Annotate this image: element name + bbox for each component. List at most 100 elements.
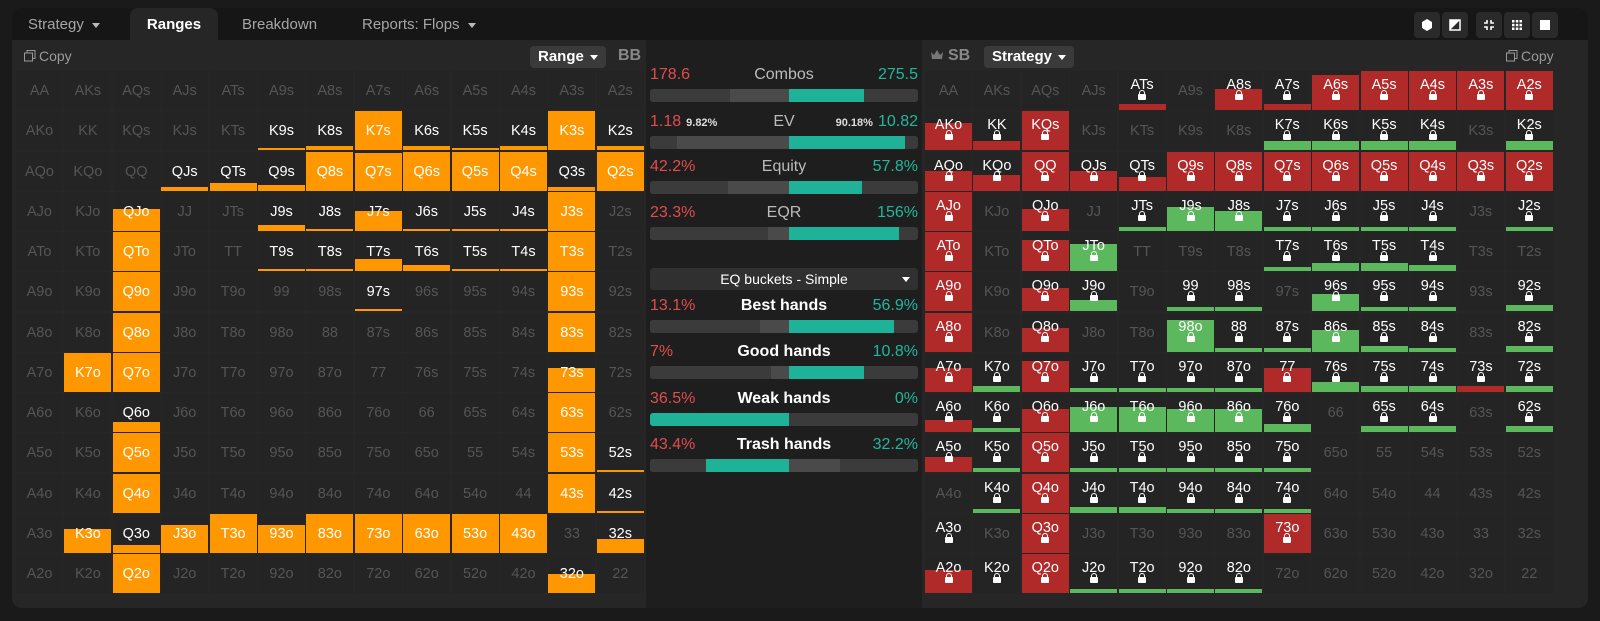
- hand-cell[interactable]: 88: [1215, 312, 1263, 352]
- hand-cell[interactable]: T8o: [209, 312, 257, 352]
- hand-cell[interactable]: 92s: [596, 272, 644, 312]
- hand-cell[interactable]: A4o: [16, 473, 63, 513]
- hand-cell[interactable]: T2s: [1505, 232, 1553, 271]
- hand-cell[interactable]: 84o: [1215, 473, 1263, 513]
- hand-cell[interactable]: A2s: [596, 71, 644, 110]
- hand-cell[interactable]: K7o: [64, 352, 112, 392]
- hand-cell[interactable]: T6s: [403, 232, 451, 271]
- hand-cell[interactable]: 84s: [1409, 312, 1456, 352]
- hand-cell[interactable]: KK: [973, 111, 1021, 151]
- hand-cell[interactable]: 95s: [1360, 272, 1408, 312]
- hand-cell[interactable]: T2o: [1118, 554, 1166, 593]
- hand-cell[interactable]: Q9s: [258, 151, 305, 191]
- hand-cell[interactable]: 43s: [548, 473, 596, 513]
- hand-cell[interactable]: KJs: [1070, 111, 1118, 151]
- hand-cell[interactable]: T6o: [1118, 393, 1166, 432]
- hand-cell[interactable]: AQs: [112, 71, 160, 110]
- hand-cell[interactable]: 98o: [1167, 312, 1214, 352]
- hand-cell[interactable]: 63s: [1457, 393, 1505, 432]
- hand-cell[interactable]: 94o: [1167, 473, 1214, 513]
- hand-cell[interactable]: 65o: [1312, 433, 1360, 473]
- hand-cell[interactable]: 54s: [1409, 433, 1456, 473]
- hand-cell[interactable]: Q8o: [112, 312, 160, 352]
- hand-cell[interactable]: A9o: [16, 272, 63, 312]
- hand-cell[interactable]: T6s: [1312, 232, 1360, 271]
- hand-cell[interactable]: 52s: [596, 433, 644, 473]
- hand-cell[interactable]: 62s: [596, 393, 644, 432]
- hand-cell[interactable]: 76s: [403, 352, 451, 392]
- hand-cell[interactable]: J5o: [161, 433, 209, 473]
- hand-cell[interactable]: 93o: [1167, 513, 1214, 553]
- hand-cell[interactable]: QTs: [1118, 151, 1166, 191]
- hand-cell[interactable]: Q3o: [1021, 513, 1069, 553]
- hand-cell[interactable]: 55: [1360, 433, 1408, 473]
- hand-cell[interactable]: 86s: [403, 312, 451, 352]
- hand-cell[interactable]: 74o: [1263, 473, 1311, 513]
- hand-cell[interactable]: AKs: [973, 71, 1021, 110]
- hand-cell[interactable]: 73o: [1263, 513, 1311, 553]
- hand-cell[interactable]: 82s: [1505, 312, 1553, 352]
- hand-cell[interactable]: A7o: [925, 352, 972, 392]
- hand-cell[interactable]: 74s: [500, 352, 547, 392]
- hand-cell[interactable]: A5s: [451, 71, 499, 110]
- hand-cell[interactable]: 54o: [451, 473, 499, 513]
- hand-cell[interactable]: J2o: [1070, 554, 1118, 593]
- hand-cell[interactable]: J7o: [161, 352, 209, 392]
- hand-cell[interactable]: 44: [500, 473, 547, 513]
- hand-cell[interactable]: K9s: [1167, 111, 1214, 151]
- hand-cell[interactable]: 72o: [354, 554, 402, 593]
- hand-cell[interactable]: T7o: [1118, 352, 1166, 392]
- hand-cell[interactable]: Q6o: [1021, 393, 1069, 432]
- hand-cell[interactable]: QJs: [1070, 151, 1118, 191]
- hand-cell[interactable]: Q2s: [596, 151, 644, 191]
- hand-cell[interactable]: 54o: [1360, 473, 1408, 513]
- hand-cell[interactable]: 72s: [1505, 352, 1553, 392]
- hand-cell[interactable]: T8o: [1118, 312, 1166, 352]
- hand-cell[interactable]: KQo: [973, 151, 1021, 191]
- hand-cell[interactable]: QJs: [161, 151, 209, 191]
- hand-cell[interactable]: Q3s: [1457, 151, 1505, 191]
- hand-cell[interactable]: K3o: [973, 513, 1021, 553]
- hand-cell[interactable]: 75o: [354, 433, 402, 473]
- hand-cell[interactable]: 94s: [1409, 272, 1456, 312]
- hand-cell[interactable]: A6o: [16, 393, 63, 432]
- hand-cell[interactable]: A8s: [1215, 71, 1263, 110]
- hand-cell[interactable]: T7s: [354, 232, 402, 271]
- hand-cell[interactable]: 42o: [1409, 554, 1456, 593]
- hand-cell[interactable]: QJo: [112, 191, 160, 231]
- hand-cell[interactable]: A3s: [1457, 71, 1505, 110]
- hand-cell[interactable]: J5s: [1360, 191, 1408, 231]
- hand-cell[interactable]: 75o: [1263, 433, 1311, 473]
- hand-cell[interactable]: 97s: [354, 272, 402, 312]
- hand-cell[interactable]: Q4s: [1409, 151, 1456, 191]
- hand-cell[interactable]: 72o: [1263, 554, 1311, 593]
- hand-cell[interactable]: T9s: [1167, 232, 1214, 271]
- hand-cell[interactable]: A3o: [16, 513, 63, 553]
- hand-cell[interactable]: J6o: [161, 393, 209, 432]
- hand-cell[interactable]: Q9o: [1021, 272, 1069, 312]
- hand-cell[interactable]: 87s: [1263, 312, 1311, 352]
- hand-cell[interactable]: 95o: [258, 433, 305, 473]
- hand-cell[interactable]: 64s: [500, 393, 547, 432]
- hand-cell[interactable]: A7s: [1263, 71, 1311, 110]
- hand-cell[interactable]: JTs: [209, 191, 257, 231]
- hand-cell[interactable]: 97o: [1167, 352, 1214, 392]
- hand-cell[interactable]: 87o: [306, 352, 354, 392]
- hand-cell[interactable]: T8s: [306, 232, 354, 271]
- hand-cell[interactable]: 75s: [451, 352, 499, 392]
- hand-cell[interactable]: AA: [16, 71, 63, 110]
- hand-cell[interactable]: T2o: [209, 554, 257, 593]
- hand-cell[interactable]: AKs: [64, 71, 112, 110]
- hand-cell[interactable]: Q4s: [500, 151, 547, 191]
- hand-cell[interactable]: K3o: [64, 513, 112, 553]
- hand-cell[interactable]: 96s: [403, 272, 451, 312]
- copy-button[interactable]: Copy: [24, 48, 72, 64]
- hand-cell[interactable]: Q2o: [1021, 554, 1069, 593]
- hand-cell[interactable]: 96o: [258, 393, 305, 432]
- hand-cell[interactable]: A4s: [500, 71, 547, 110]
- hand-cell[interactable]: 63o: [403, 513, 451, 553]
- hand-cell[interactable]: J7o: [1070, 352, 1118, 392]
- hand-cell[interactable]: 33: [1457, 513, 1505, 553]
- hand-cell[interactable]: 44: [1409, 473, 1456, 513]
- hand-cell[interactable]: J2s: [1505, 191, 1553, 231]
